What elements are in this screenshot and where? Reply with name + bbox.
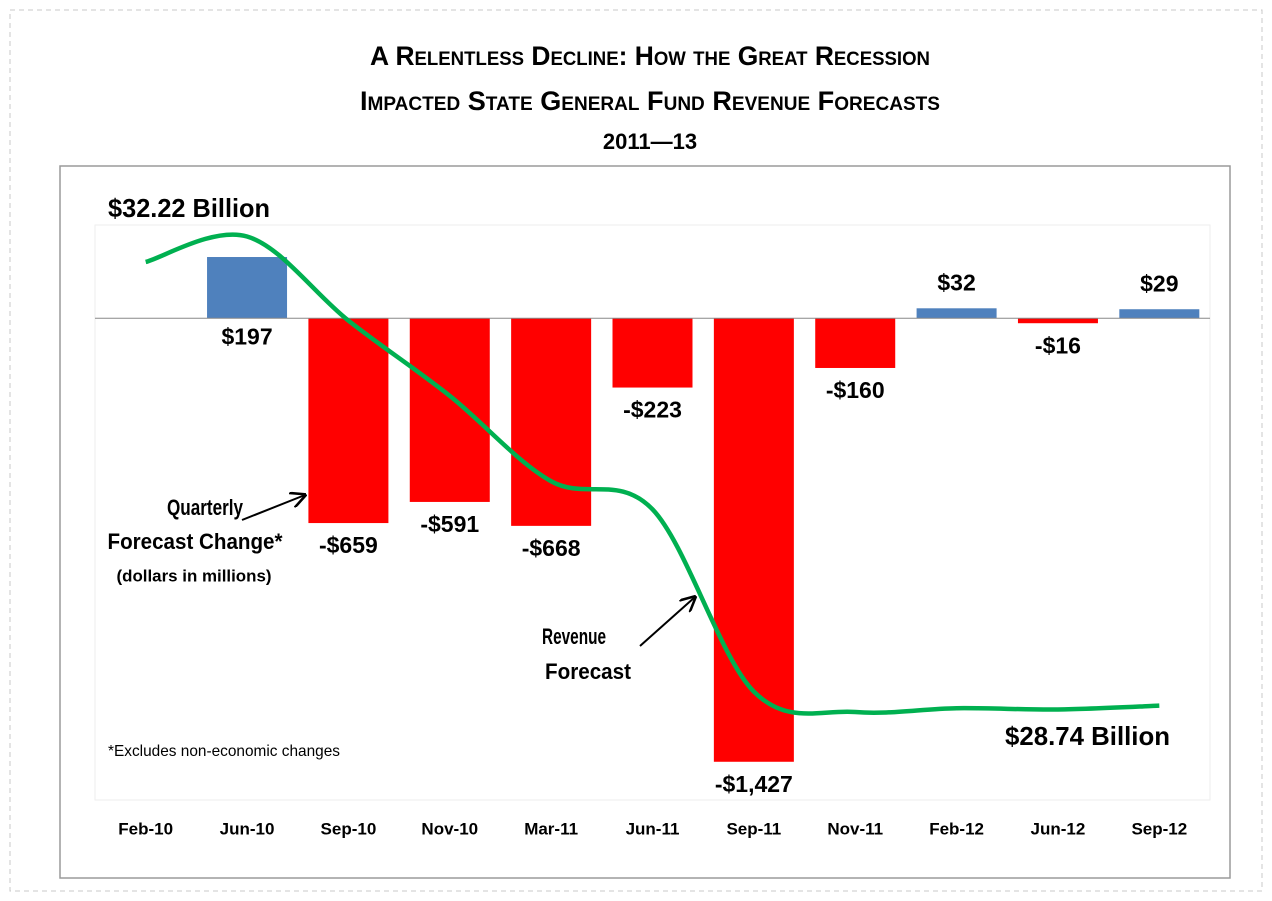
bar [207, 257, 288, 319]
bar [612, 318, 693, 388]
annotation: $28.74 Billion [1005, 721, 1170, 751]
x-tick-label: Jun-10 [220, 819, 275, 838]
data-label: -$668 [522, 535, 581, 561]
bar [1119, 309, 1200, 319]
data-label: -$659 [319, 532, 378, 558]
bar [308, 318, 389, 524]
x-tick-label: Jun-12 [1031, 819, 1086, 838]
chart-subtitle: 2011—13 [603, 129, 697, 154]
x-tick-label: Sep-11 [726, 819, 781, 838]
x-tick-label: Mar-11 [524, 819, 578, 838]
x-tick-label: Feb-12 [929, 819, 984, 838]
data-label: -$16 [1035, 332, 1081, 358]
data-label: $32 [937, 269, 975, 295]
plot-area [94, 224, 1211, 801]
arrow [241, 495, 305, 521]
x-tick-label: Sep-12 [1131, 819, 1187, 838]
bar [713, 318, 794, 762]
annotation: Revenue [542, 624, 606, 649]
bar [916, 308, 997, 319]
x-tick-label: Nov-11 [827, 819, 883, 838]
annotation: $32.22 Billion [108, 193, 270, 223]
bar [815, 318, 896, 368]
data-label: -$160 [826, 377, 885, 403]
chart-title: A Relentless Decline: How the Great Rece… [370, 41, 930, 71]
annotation: (dollars in millions) [117, 566, 272, 585]
chart-frame [59, 165, 1231, 879]
footnote: *Excludes non-economic changes [108, 743, 340, 760]
marks: Feb-10 Jun-10 Sep-10 Nov-10 Mar-11 Jun-11 Sep-… [95, 232, 1210, 838]
annotation: Quarterly [167, 495, 244, 520]
x-tick-label: Sep-10 [321, 819, 377, 838]
chart-title: Impacted State General Fund Revenue Fore… [360, 86, 940, 116]
bar [511, 318, 592, 526]
arrow [639, 597, 695, 647]
bar [1017, 318, 1098, 324]
data-label: -$223 [623, 397, 682, 423]
data-label: $29 [1140, 270, 1178, 296]
page-border [9, 9, 1263, 892]
x-tick-label: Jun-11 [626, 819, 680, 838]
bar [409, 318, 490, 502]
data-label: -$591 [420, 511, 479, 537]
revenue-line [145, 232, 1160, 716]
annotation: Forecast [545, 659, 632, 684]
x-tick-label: Nov-10 [421, 819, 478, 838]
x-tick-label: Feb-10 [118, 819, 173, 838]
data-label: -$1,427 [715, 771, 793, 797]
data-label: $197 [221, 323, 272, 349]
annotation: Forecast Change* [108, 529, 283, 554]
